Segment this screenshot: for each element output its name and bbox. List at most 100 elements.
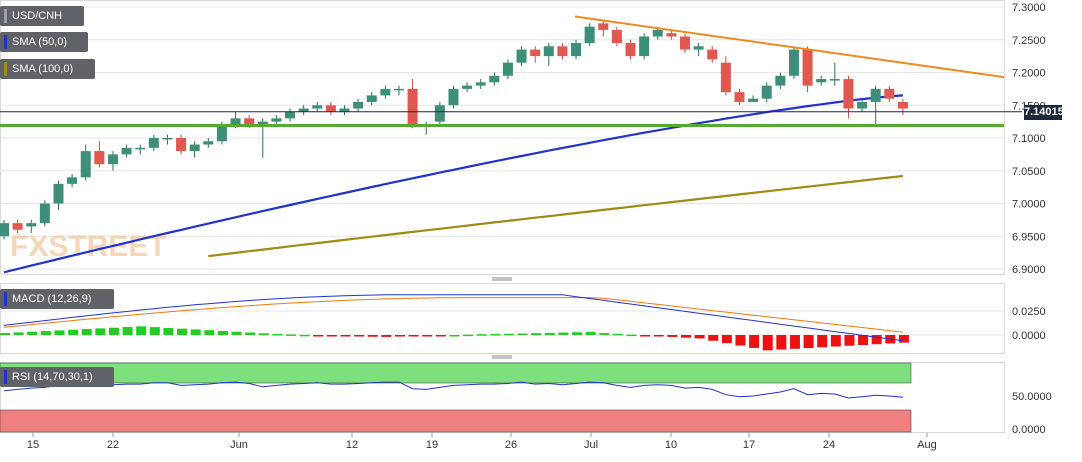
y-tick-label: 7.3000 (1012, 2, 1046, 14)
macd-histogram-bar (217, 330, 228, 335)
rsi-label: RSI (14,70,30,1) (12, 371, 93, 383)
macd-histogram-bar (394, 335, 405, 337)
candle-body (216, 124, 227, 142)
macd-histogram-bar (585, 332, 596, 335)
macd-histogram-bar (517, 333, 528, 335)
candle-body (734, 92, 745, 102)
macd-tag[interactable]: MACD (12,26,9) (0, 289, 114, 309)
candle-body (230, 118, 241, 125)
macd-histogram-bar (108, 327, 119, 335)
symbol-tag[interactable]: USD/CNH (0, 6, 84, 26)
candle-body (788, 49, 799, 76)
rsi-overbought-zone (0, 362, 912, 384)
candle-body (203, 141, 214, 145)
y-tick-label: 0.0000 (1012, 330, 1046, 342)
macd-histogram-bar (858, 335, 869, 345)
candle-body (121, 147, 132, 155)
candle-body (135, 147, 146, 150)
x-tick-label: 24 (823, 439, 835, 451)
x-tick-label: 15 (27, 439, 39, 451)
y-tick-label: 50.0000 (1012, 391, 1052, 403)
macd-histogram-bar (817, 335, 828, 348)
candle-body (543, 46, 554, 57)
macd-histogram-bar (136, 326, 147, 335)
macd-histogram-bar (122, 327, 133, 335)
candle-body (598, 23, 609, 30)
candle-body (475, 82, 486, 86)
macd-histogram-bar (612, 333, 623, 336)
candle-body (502, 62, 513, 76)
macd-histogram-bar (572, 332, 583, 335)
y-tick-label: 7.2500 (1012, 35, 1046, 47)
y-tick-label: 6.9500 (1012, 231, 1046, 243)
x-tick-label: 26 (505, 439, 517, 451)
candle-body (257, 121, 268, 125)
candle-body (162, 138, 173, 140)
y-tick-label: 0.0000 (1012, 424, 1046, 436)
y-tick-label: 7.0500 (1012, 166, 1046, 178)
candle-body (39, 203, 50, 224)
rsi-oversold-zone (0, 409, 912, 433)
candle-body (707, 49, 718, 60)
candle-body (680, 36, 690, 50)
macd-histogram-bar (749, 335, 760, 348)
sma50-label: SMA (50,0) (12, 36, 68, 48)
macd-histogram-bar (721, 335, 732, 344)
macd-histogram-bar (762, 335, 773, 351)
macd-histogram-bar (476, 334, 487, 336)
candle-body (271, 118, 282, 122)
x-tick-label: Aug (917, 439, 937, 451)
panel-resize-handle[interactable] (492, 355, 512, 359)
candle-body (80, 151, 91, 178)
macd-histogram-bar (13, 332, 24, 335)
macd-histogram-bar (381, 335, 392, 337)
sma50-tag[interactable]: SMA (50,0) (0, 32, 88, 52)
candle-body (325, 105, 336, 112)
macd-histogram-bar (599, 333, 610, 335)
candle-body (380, 88, 391, 96)
macd-histogram-bar (326, 335, 337, 337)
candle-body (829, 79, 840, 81)
candle-body (802, 49, 813, 86)
candle-body (298, 108, 309, 112)
macd-histogram-bar (463, 334, 474, 337)
candle-body (353, 101, 364, 109)
candle-body (462, 85, 473, 89)
y-tick-label: 6.9000 (1012, 264, 1046, 276)
macd-histogram-bar (667, 335, 678, 337)
macd-histogram-bar (735, 335, 746, 346)
candle-body (720, 62, 731, 93)
rsi-tag[interactable]: RSI (14,70,30,1) (0, 367, 114, 387)
sma100-line (208, 174, 904, 258)
macd-histogram-bar (708, 335, 719, 341)
macd-histogram-bar (844, 335, 855, 346)
macd-histogram-bar (367, 335, 378, 337)
y-tick-label: 7.2000 (1012, 68, 1046, 80)
macd-histogram-bar (449, 335, 460, 337)
macd-histogram-bar (626, 334, 637, 337)
candle-body (625, 43, 636, 57)
candle-body (870, 88, 881, 102)
candle-body (94, 151, 105, 165)
watermark-text: FXSTREET (10, 230, 167, 263)
candle-body (107, 154, 118, 165)
candle-body (761, 85, 772, 99)
candle-body (857, 101, 868, 109)
macd-histogram-bar (354, 335, 365, 337)
candle-body (530, 49, 541, 57)
candle-body (393, 88, 404, 91)
candle-body (53, 183, 64, 204)
macd-histogram-bar (68, 329, 79, 335)
sma100-tag[interactable]: SMA (100,0) (0, 59, 95, 79)
macd-histogram-bar (313, 335, 324, 337)
macd-histogram-bar (177, 328, 188, 335)
macd-histogram-bar (640, 335, 651, 337)
panel-resize-handle[interactable] (492, 277, 512, 281)
macd-histogram-bar (27, 331, 38, 335)
candle-body (407, 88, 418, 125)
candle-body (189, 144, 200, 152)
candle-body (897, 101, 908, 109)
macd-histogram-bar (0, 333, 10, 335)
candle-body (693, 46, 704, 50)
